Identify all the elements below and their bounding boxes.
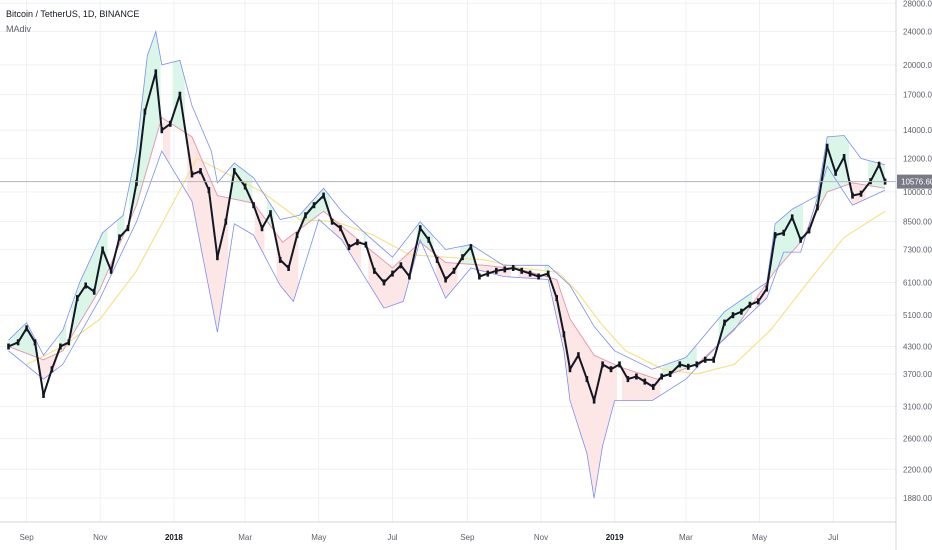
y-tick-label: 28000.00 <box>903 0 932 8</box>
x-tick-label: Sep <box>460 533 475 542</box>
fill-above <box>815 136 849 215</box>
y-tick-label: 4300.00 <box>903 343 932 352</box>
x-tick-label: Nov <box>534 533 548 542</box>
grid <box>0 0 896 522</box>
x-tick-label: 2018 <box>165 533 183 542</box>
y-tick-label: 12000.00 <box>903 154 932 163</box>
x-tick-label: May <box>752 533 767 542</box>
price-series <box>7 69 886 403</box>
symbol-title[interactable]: Bitcoin / TetherUS, 1D, BINANCE <box>6 9 139 19</box>
y-tick-label: 3100.00 <box>903 402 932 411</box>
x-tick-label: Mar <box>679 533 693 542</box>
x-tick-label: Jul <box>387 533 397 542</box>
y-tick-label: 10000.00 <box>903 188 932 197</box>
x-tick-label: Jul <box>828 533 838 542</box>
x-tick-label: Mar <box>238 533 252 542</box>
band-fill <box>9 32 886 491</box>
y-tick-label: 24000.00 <box>903 27 932 36</box>
y-tick-label: 8500.00 <box>903 218 932 227</box>
y-tick-label: 20000.00 <box>903 61 932 70</box>
x-tick-label: 2019 <box>606 533 624 542</box>
fill-below <box>436 255 458 298</box>
y-tick-label: 2200.00 <box>903 465 932 474</box>
x-tick-label: May <box>311 533 326 542</box>
y-tick-label: 1880.00 <box>903 494 932 503</box>
upper-band-line <box>9 32 886 370</box>
y-tick-label: 14000.00 <box>903 126 932 135</box>
current-price-tag: 10576.60 <box>897 175 932 189</box>
current-price-label: 10576.60 <box>901 178 932 187</box>
fill-below <box>187 134 228 326</box>
y-tick-label: 17000.00 <box>903 91 932 100</box>
x-tick-label: Sep <box>19 533 34 542</box>
lower-band-line <box>9 151 886 498</box>
x-tick-label: Nov <box>93 533 107 542</box>
indicator-name[interactable]: MAdiv <box>6 24 31 34</box>
fill-above <box>719 293 753 345</box>
y-tick-label: 2600.00 <box>903 435 932 444</box>
y-tick-label: 7300.00 <box>903 246 932 255</box>
fill-below <box>368 248 414 308</box>
y-tick-label: 3700.00 <box>903 370 932 379</box>
price-segment <box>180 95 192 175</box>
y-tick-label: 5100.00 <box>903 311 932 320</box>
y-tick-label: 6100.00 <box>903 278 932 287</box>
